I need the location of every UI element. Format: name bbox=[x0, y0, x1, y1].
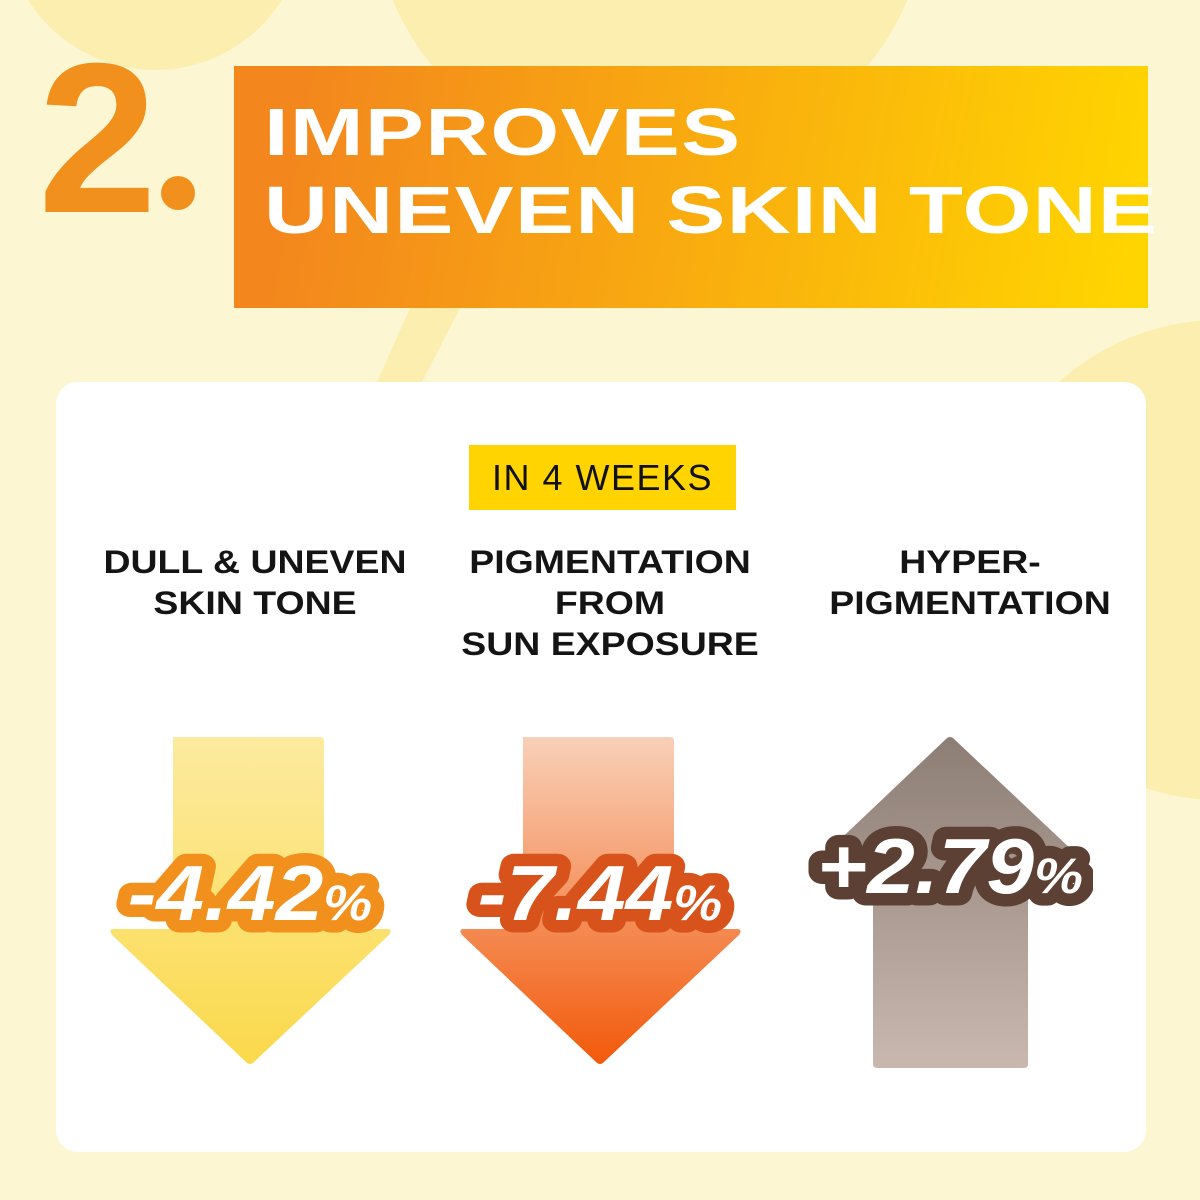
svg-text:-4.42%: -4.42% bbox=[128, 851, 372, 938]
svg-text:-7.44%: -7.44% bbox=[478, 851, 722, 938]
